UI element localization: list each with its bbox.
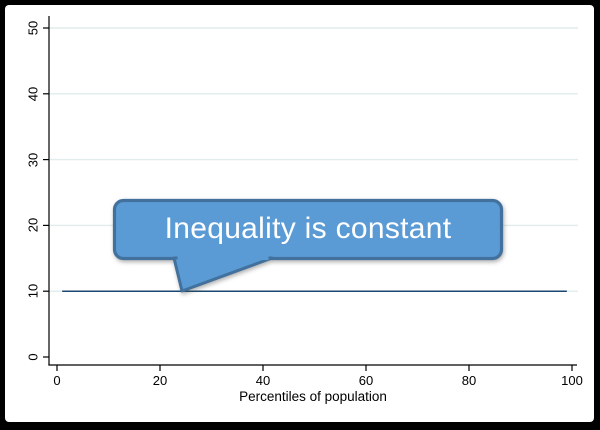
y-tick-label: 10 bbox=[25, 283, 41, 299]
y-tick-label: 50 bbox=[25, 20, 41, 36]
callout-tail bbox=[172, 256, 274, 293]
callout-annotation bbox=[112, 198, 504, 293]
x-tick-label: 40 bbox=[255, 373, 271, 388]
callout-tail-junction bbox=[177, 254, 269, 260]
x-tick-label: 100 bbox=[561, 373, 583, 388]
callout-box bbox=[112, 198, 504, 261]
x-tick-label: 20 bbox=[152, 373, 168, 388]
x-axis-title: Percentiles of population bbox=[239, 389, 387, 404]
x-tick-label: 60 bbox=[358, 373, 374, 388]
callout-annotation-text: Inequality is constant bbox=[164, 212, 452, 245]
x-tick-label: 80 bbox=[461, 373, 477, 388]
y-tick-label: 0 bbox=[25, 353, 41, 361]
y-tick-label: 20 bbox=[25, 218, 41, 233]
y-tick-label: 40 bbox=[25, 86, 41, 102]
y-tick-label: 30 bbox=[25, 152, 41, 167]
x-tick-label: 0 bbox=[53, 373, 61, 388]
